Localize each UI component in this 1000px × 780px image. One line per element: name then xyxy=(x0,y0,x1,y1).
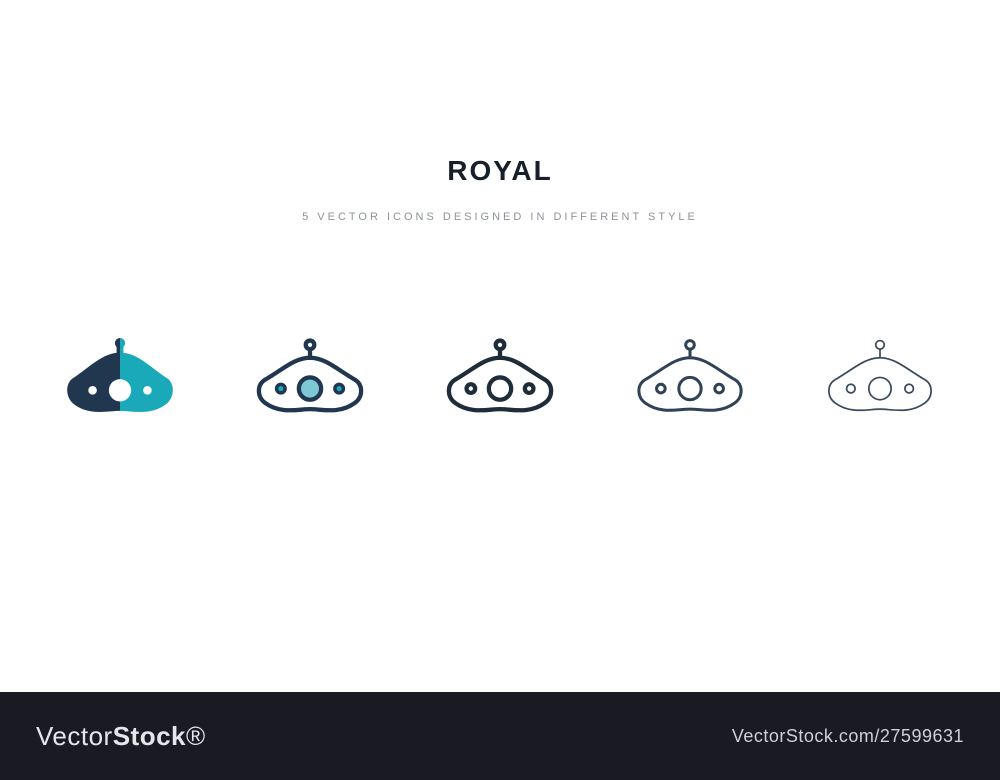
page-title: ROYAL xyxy=(0,155,1000,187)
brand-suffix: Stock xyxy=(113,721,186,751)
royal-crown-icon xyxy=(820,337,940,423)
brand-prefix: Vector xyxy=(36,721,113,751)
brand-registered: ® xyxy=(186,721,206,751)
stock-label: VectorStock.com/ xyxy=(732,726,880,746)
preview-stage: ROYAL 5 VECTOR ICONS DESIGNED IN DIFFERE… xyxy=(0,0,1000,780)
royal-crown-icon xyxy=(60,337,180,423)
stock-id-number: 27599631 xyxy=(880,726,964,746)
header-block: ROYAL 5 VECTOR ICONS DESIGNED IN DIFFERE… xyxy=(0,155,1000,223)
icon-variant-colored-outline xyxy=(240,330,380,430)
page-subtitle: 5 VECTOR ICONS DESIGNED IN DIFFERENT STY… xyxy=(0,211,1000,223)
stock-reference: VectorStock.com/27599631 xyxy=(732,726,964,747)
footer-bar: VectorStock® VectorStock.com/27599631 xyxy=(0,692,1000,780)
icon-variant-bold-outline xyxy=(430,330,570,430)
icon-variant-regular-outline xyxy=(620,330,760,430)
icon-variant-row xyxy=(0,330,1000,430)
royal-crown-icon xyxy=(630,337,750,423)
icon-variant-duotone xyxy=(50,330,190,430)
royal-crown-icon xyxy=(250,337,370,423)
icon-variant-thin-outline xyxy=(810,330,950,430)
brand-logo: VectorStock® xyxy=(36,721,206,752)
royal-crown-icon xyxy=(440,337,560,423)
